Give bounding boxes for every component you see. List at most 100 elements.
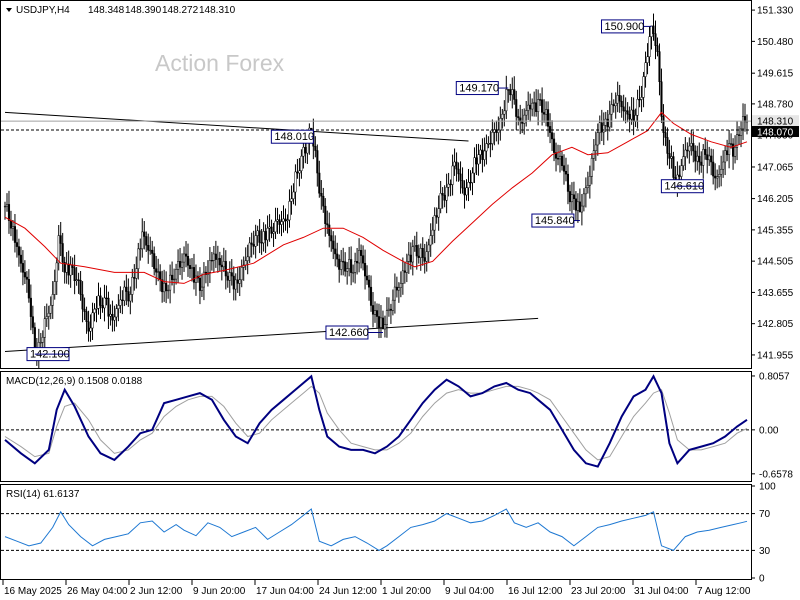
- candle-body: [477, 154, 480, 165]
- candle-body: [722, 161, 725, 170]
- candle-body: [547, 109, 550, 127]
- candle-body: [602, 124, 605, 133]
- candle-body: [439, 193, 442, 209]
- candle-body: [266, 227, 269, 241]
- candle-body: [493, 129, 496, 133]
- candle-body: [59, 235, 62, 244]
- candle-body: [618, 95, 621, 102]
- candle-body: [387, 308, 390, 311]
- candle-body: [558, 155, 562, 160]
- candle-body: [123, 286, 126, 301]
- candle-body: [356, 261, 359, 264]
- candle-body: [27, 279, 30, 299]
- candle-body: [682, 156, 685, 166]
- candle-body: [636, 99, 639, 116]
- candle-body: [521, 121, 524, 124]
- candle-body: [200, 286, 203, 291]
- candle-body: [734, 147, 737, 157]
- candle-body: [153, 253, 156, 269]
- candle-body: [39, 342, 42, 344]
- candle-body: [407, 254, 410, 262]
- candle-body: [459, 173, 462, 181]
- candle-body: [89, 327, 92, 332]
- candle-body: [525, 110, 528, 116]
- candle-body: [421, 248, 424, 258]
- candle-body: [672, 156, 675, 178]
- candle-body: [49, 305, 52, 314]
- candle-body: [598, 122, 601, 133]
- candle-body: [13, 226, 16, 243]
- candle-body: [101, 305, 104, 309]
- candle-body: [656, 45, 659, 52]
- candle-body: [401, 270, 404, 284]
- candle-body: [294, 171, 297, 193]
- candle-body: [85, 311, 88, 322]
- dropdown-triangle-icon[interactable]: [6, 8, 12, 12]
- candle-body: [451, 165, 454, 185]
- candle-body: [566, 173, 570, 192]
- candle-body: [25, 276, 28, 280]
- candle-body: [224, 261, 227, 277]
- candle-body: [644, 62, 647, 77]
- candle-body: [445, 187, 448, 201]
- candle-body: [634, 115, 637, 122]
- candlesticks: [3, 13, 749, 369]
- candle-body: [364, 262, 367, 277]
- candle-body: [47, 312, 50, 317]
- candle-body: [475, 157, 478, 165]
- candle-body: [87, 321, 90, 332]
- candle-body: [533, 102, 536, 104]
- annotation-label: 142.660: [329, 327, 369, 339]
- price-tick-label: 146.205: [757, 194, 794, 205]
- candle-body: [642, 76, 645, 98]
- candle-body: [3, 205, 7, 208]
- macd-main-line: [4, 374, 748, 468]
- price-tick-label: 141.955: [757, 350, 794, 361]
- candle-body: [198, 277, 201, 291]
- candle-body: [616, 95, 619, 104]
- candle-body: [79, 280, 82, 295]
- candle-body: [702, 149, 705, 166]
- candle-body: [137, 248, 140, 269]
- candle-body: [638, 99, 641, 101]
- candle-body: [41, 337, 44, 343]
- time-tick-label: 7 Aug 12:00: [697, 586, 751, 597]
- price-tick-label: 143.655: [757, 288, 794, 299]
- candle-body: [218, 257, 221, 266]
- candle-body: [560, 155, 564, 166]
- candle-body: [63, 262, 66, 273]
- candle-body: [529, 104, 532, 110]
- candle-body: [254, 235, 257, 247]
- candle-body: [662, 116, 665, 133]
- candle-body: [389, 308, 392, 311]
- candle-body: [666, 137, 669, 154]
- candle-body: [539, 99, 542, 101]
- candle-body: [455, 161, 458, 170]
- candle-body: [686, 149, 689, 152]
- candle-body: [726, 150, 729, 155]
- time-axis: 16 May 2025 26 May 04:00 2 Jun 12:00 9 Jun …: [2, 580, 751, 597]
- candle-body: [93, 308, 96, 314]
- candle-body: [706, 154, 709, 161]
- candle-body: [453, 161, 456, 167]
- candle-body: [258, 230, 261, 243]
- candle-body: [568, 191, 572, 203]
- rsi-tick-label: 30: [759, 546, 771, 557]
- candle-body: [654, 33, 657, 46]
- annotation-label: 149.170: [459, 83, 499, 95]
- candle-body: [411, 246, 414, 263]
- candle-body: [457, 168, 460, 175]
- candle-body: [272, 231, 275, 234]
- candle-body: [67, 263, 70, 276]
- reference-price-box: [752, 126, 799, 138]
- macd-tick-label: 0.00: [759, 425, 779, 436]
- candle-body: [708, 155, 711, 161]
- candle-body: [467, 182, 470, 189]
- candle-body: [720, 168, 723, 175]
- candle-body: [188, 265, 192, 269]
- candle-body: [139, 248, 142, 250]
- candle-body: [338, 258, 341, 270]
- price-tick-label: 151.330: [757, 6, 794, 17]
- candle-body: [332, 240, 335, 250]
- candle-body: [479, 149, 482, 155]
